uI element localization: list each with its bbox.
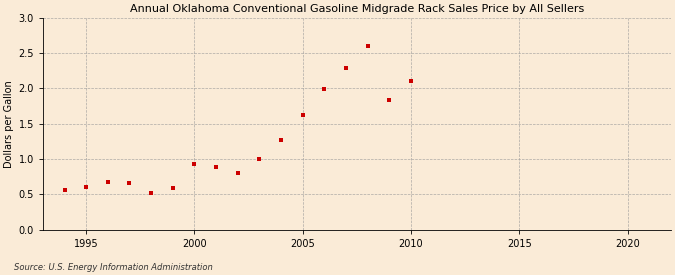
Point bbox=[254, 157, 265, 161]
Point bbox=[297, 113, 308, 117]
Point bbox=[362, 44, 373, 48]
Y-axis label: Dollars per Gallon: Dollars per Gallon bbox=[4, 80, 14, 168]
Point bbox=[146, 191, 157, 195]
Point bbox=[59, 188, 70, 192]
Point bbox=[275, 138, 286, 142]
Point bbox=[406, 79, 416, 84]
Title: Annual Oklahoma Conventional Gasoline Midgrade Rack Sales Price by All Sellers: Annual Oklahoma Conventional Gasoline Mi… bbox=[130, 4, 584, 14]
Point bbox=[384, 98, 395, 103]
Point bbox=[341, 66, 352, 70]
Point bbox=[167, 186, 178, 190]
Point bbox=[124, 181, 135, 185]
Point bbox=[81, 185, 92, 189]
Point bbox=[189, 162, 200, 166]
Point bbox=[103, 180, 113, 185]
Point bbox=[319, 87, 330, 91]
Text: Source: U.S. Energy Information Administration: Source: U.S. Energy Information Administ… bbox=[14, 263, 212, 272]
Point bbox=[232, 170, 243, 175]
Point bbox=[211, 165, 221, 169]
